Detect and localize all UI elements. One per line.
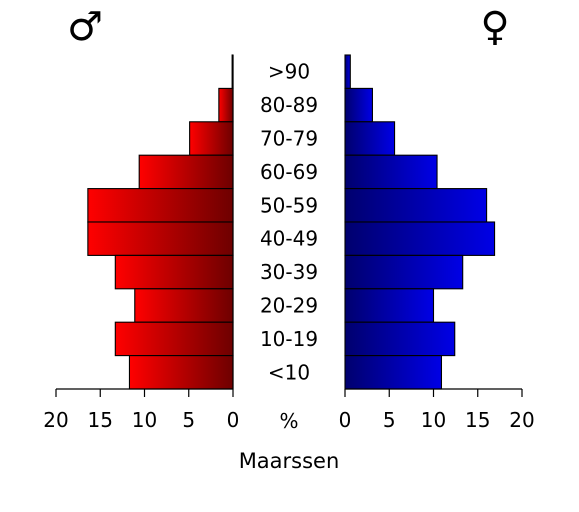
female-bar-7 <box>344 288 435 323</box>
age-group-label: 40-49 <box>260 227 318 251</box>
age-labels: >90 80-89 70-79 60-69 50-59 40-49 30-39 20-29 10… <box>260 60 318 385</box>
female-bar-5 <box>344 221 496 256</box>
female-tick-label: 0 <box>339 408 352 432</box>
male-bar-2 <box>189 121 234 156</box>
male-bars <box>87 54 234 390</box>
male-symbol-icon: ♂ <box>67 4 103 50</box>
age-group-label: 50-59 <box>260 193 318 217</box>
age-group-label: 20-29 <box>260 294 318 318</box>
age-group-label: 60-69 <box>260 160 318 184</box>
x-axis-unit-label: % <box>279 409 298 433</box>
age-group-label: <10 <box>268 360 310 384</box>
male-bar-3 <box>138 154 234 190</box>
female-bar-9 <box>344 355 443 390</box>
female-bar-4 <box>344 188 488 223</box>
female-bar-3 <box>344 154 438 190</box>
female-tick-label: 15 <box>465 408 490 432</box>
male-tick-label: 0 <box>227 408 240 432</box>
male-bar-9 <box>128 355 234 390</box>
age-group-label: 70-79 <box>260 127 318 151</box>
male-bar-6 <box>114 254 234 290</box>
female-bar-1 <box>344 87 373 123</box>
female-symbol-icon: ♀ <box>480 4 509 50</box>
female-tick-label: 10 <box>421 408 446 432</box>
female-tick-label: 5 <box>383 408 396 432</box>
age-group-label: 10-19 <box>260 327 318 351</box>
female-bars <box>344 54 496 390</box>
female-bar-2 <box>344 121 396 156</box>
male-tick-label: 15 <box>88 408 113 432</box>
female-bar-0 <box>344 54 351 89</box>
male-bar-4 <box>87 188 234 223</box>
male-bar-8 <box>114 321 234 357</box>
male-tick-label: 5 <box>182 408 195 432</box>
male-bar-5 <box>87 221 234 256</box>
male-bar-1 <box>218 87 234 123</box>
female-x-axis: 0 5 10 15 20 <box>339 388 535 432</box>
female-bar-6 <box>344 254 464 290</box>
male-bar-7 <box>134 288 234 323</box>
age-group-label: 80-89 <box>260 93 318 117</box>
age-group-label: >90 <box>268 60 310 84</box>
female-tick-label: 20 <box>509 408 534 432</box>
age-group-label: 30-39 <box>260 260 318 284</box>
chart-title: Maarssen <box>239 449 340 473</box>
male-tick-label: 10 <box>132 408 157 432</box>
male-x-axis: 20 15 10 5 0 <box>43 388 240 432</box>
male-tick-label: 20 <box>43 408 68 432</box>
female-bar-8 <box>344 321 456 357</box>
